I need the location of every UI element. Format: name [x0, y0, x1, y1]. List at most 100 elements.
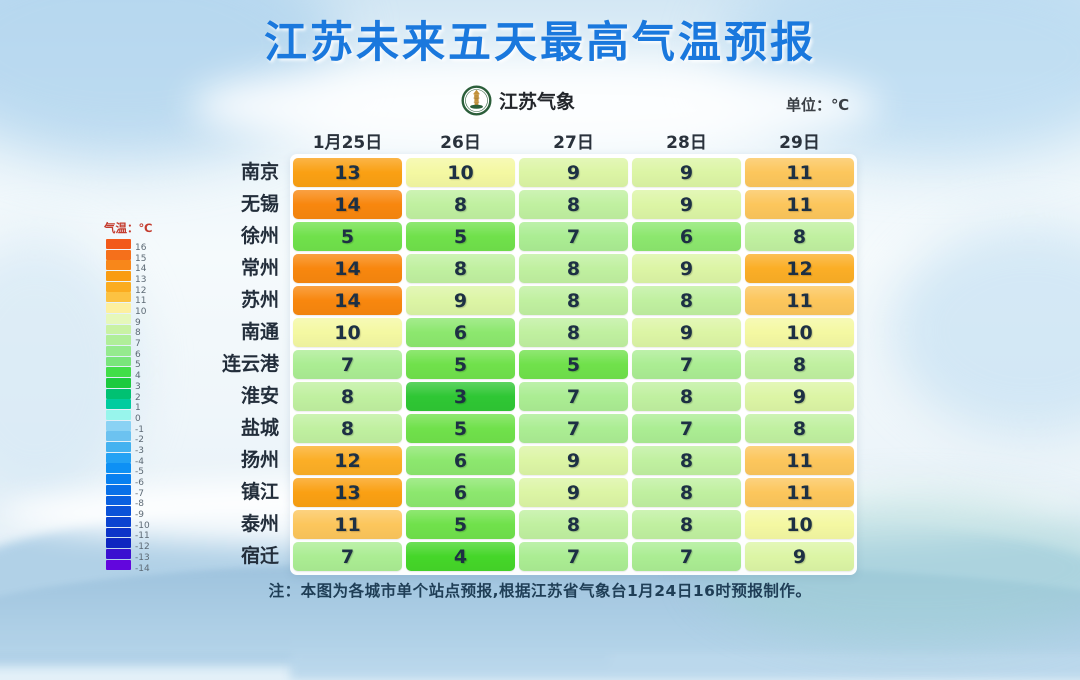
city-label: 盐城	[240, 417, 279, 439]
page-title: 江苏未来五天最高气温预报	[264, 18, 816, 68]
temperature-value: 9	[679, 193, 694, 216]
temperature-cell: 14	[293, 190, 402, 219]
temperature-cell: 12	[293, 446, 402, 475]
table-row: 盐城 8 5 7 7 8	[207, 414, 854, 443]
city-label: 南京	[240, 161, 279, 183]
legend-entry: -4	[106, 452, 144, 466]
temperature-value: 11	[786, 449, 813, 472]
temperature-value: 11	[786, 193, 813, 216]
temperature-legend: 气温：℃ 16 15 14 13 12 11 10 9 8 7 6 5 4 3 2 1 0 -1 -2 -3 -4 -5-…	[104, 220, 153, 573]
temperature-value: 10	[786, 321, 813, 344]
legend-color-swatch	[106, 527, 131, 538]
city-label: 镇江	[240, 481, 279, 503]
temperature-value: 9	[453, 289, 468, 312]
legend-tick-label: 2	[135, 392, 141, 403]
table-row: 苏州 14 9 8 8 11	[207, 286, 854, 315]
legend-entry: -9	[106, 506, 144, 520]
legend-title: 气温：℃	[104, 221, 153, 235]
legend-entry: 15	[106, 249, 146, 263]
temperature-value: 7	[340, 353, 355, 376]
temperature-cell: 8	[293, 414, 402, 443]
temperature-cell: 8	[632, 446, 741, 475]
temperature-cell: 9	[519, 478, 628, 507]
date-header-row: 1月25日 26日 27日 28日 29日	[207, 126, 854, 154]
temperature-value: 10	[334, 321, 361, 344]
temperature-value: 7	[566, 545, 581, 568]
legend-entry: 7	[106, 335, 141, 349]
legend-color-swatch	[106, 442, 131, 452]
temperature-cell: 7	[519, 414, 628, 443]
temperature-value: 8	[566, 321, 581, 344]
legend-tick-label: -13	[135, 552, 150, 563]
temperature-value: 5	[340, 225, 355, 248]
temperature-cell: 8	[632, 510, 741, 539]
table-row: 泰州 11 5 8 8 10	[207, 510, 854, 539]
legend-entry: 5	[106, 356, 141, 370]
temperature-cell: 14	[293, 286, 402, 315]
legend-entry: -2	[106, 431, 144, 445]
legend-color-swatch	[106, 239, 131, 249]
legend-tick-label: -7	[135, 488, 144, 499]
legend-tick-label: 12	[135, 285, 147, 296]
legend-tick-label: 10	[135, 307, 147, 318]
legend-tick-label: -9	[135, 510, 144, 521]
temperature-cell: 6	[632, 222, 741, 251]
legend-entry: 3	[106, 377, 141, 391]
temperature-value: 7	[679, 417, 694, 440]
temperature-value: 9	[679, 321, 694, 344]
temperature-value: 9	[566, 481, 581, 504]
legend-color-swatch	[106, 506, 131, 517]
temperature-value: 8	[679, 513, 694, 536]
temperature-value: 9	[792, 385, 807, 408]
table-row: 淮安 8 3 7 8 9	[207, 382, 854, 411]
temperature-cell: 8	[293, 382, 402, 411]
temperature-value: 4	[453, 545, 468, 568]
temperature-cell: 5	[293, 222, 402, 251]
temperature-cell: 9	[632, 190, 741, 219]
legend-entry: 14	[106, 260, 146, 274]
legend-entry: -8	[106, 495, 144, 509]
temperature-value: 7	[566, 385, 581, 408]
legend-tick-label: 16	[135, 242, 147, 253]
temperature-cell: 8	[632, 382, 741, 411]
city-label: 淮安	[240, 385, 279, 407]
legend-color-swatch	[106, 260, 131, 271]
table-row: 镇江 13 6 9 8 11	[207, 478, 854, 507]
temperature-cell: 10	[406, 158, 515, 187]
legend-color-swatch	[106, 292, 131, 303]
forecast-table-body: 南京 13 10 9 9 11 无锡 14 8 8 9 11 徐州 5 5 7 6 8 常州 14 8 8 9 12 苏州 14 9…	[207, 158, 854, 574]
temperature-value: 9	[679, 161, 694, 184]
temperature-cell: 10	[745, 318, 854, 347]
temperature-value: 8	[792, 225, 807, 248]
legend-tick-label: -4	[135, 456, 144, 467]
legend-tick-label: -11	[135, 531, 150, 542]
legend-tick-label: 1	[135, 403, 141, 414]
legend-color-swatch	[106, 420, 131, 431]
table-row: 扬州 12 6 9 8 11	[207, 446, 854, 475]
temperature-cell: 11	[293, 510, 402, 539]
temperature-value: 9	[566, 449, 581, 472]
temperature-cell: 9	[632, 318, 741, 347]
temperature-cell: 3	[406, 382, 515, 411]
temperature-value: 3	[453, 385, 468, 408]
legend-color-swatch	[106, 559, 131, 570]
legend-tick-label: 4	[135, 371, 141, 382]
legend-entry: -3	[106, 442, 144, 455]
temperature-value: 9	[566, 161, 581, 184]
legend-tick-label: 9	[135, 317, 141, 328]
legend-color-swatch	[106, 474, 131, 485]
temperature-value: 8	[679, 289, 694, 312]
legend-tick-label: -8	[135, 499, 144, 510]
table-row: 南京 13 10 9 9 11	[207, 158, 854, 187]
city-label: 徐州	[240, 225, 279, 247]
temperature-value: 6	[453, 321, 468, 344]
legend-entry: 1	[106, 399, 141, 413]
legend-entry: 13	[106, 271, 146, 284]
temperature-cell: 6	[406, 446, 515, 475]
temperature-cell: 7	[519, 542, 628, 571]
date-header: 27日	[553, 132, 594, 153]
temperature-cell: 7	[519, 222, 628, 251]
legend-tick-label: -3	[135, 445, 144, 456]
temperature-value: 5	[453, 417, 468, 440]
legend-color-swatch	[106, 303, 131, 314]
